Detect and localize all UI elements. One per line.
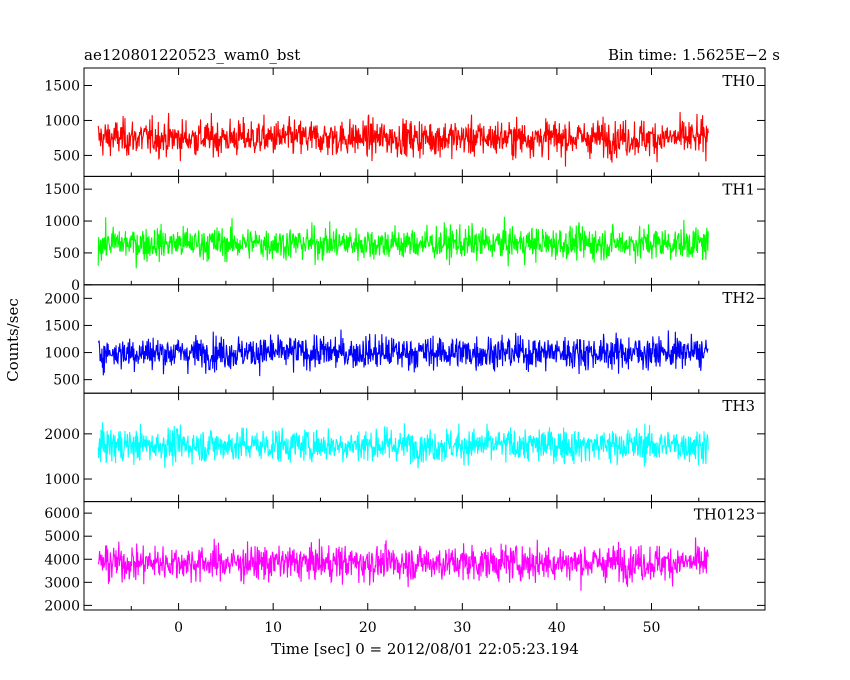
xtick-label: 40 — [548, 620, 566, 636]
y-axis-label: Counts/sec — [4, 298, 22, 382]
ytick-label: 4000 — [44, 552, 80, 568]
xtick-label: 50 — [643, 620, 661, 636]
ytick-label: 2000 — [44, 598, 80, 614]
ytick-label: 2000 — [44, 427, 80, 443]
figure-title: ae120801220523_wam0_bst — [84, 46, 300, 64]
x-axis-label: Time [sec] 0 = 2012/08/01 22:05:23.194 — [271, 640, 579, 658]
panel-frame-th1 — [83, 175, 766, 286]
ytick-label: 6000 — [44, 506, 80, 522]
panel-frame-th2 — [83, 284, 766, 394]
series-th3 — [97, 422, 709, 469]
panel-label-th1: TH1 — [722, 180, 755, 198]
ytick-label: 3000 — [44, 575, 80, 591]
ytick-label: 1000 — [44, 346, 80, 362]
series-th1 — [97, 216, 709, 269]
ytick-label: 5000 — [44, 529, 80, 545]
series-th0123 — [97, 537, 709, 591]
ytick-label: 1500 — [44, 78, 80, 94]
ytick-label: 2000 — [44, 291, 80, 307]
ytick-label: 500 — [53, 148, 80, 164]
xtick-label: 30 — [453, 620, 471, 636]
panel-frame-th0123 — [83, 501, 766, 611]
panel-label-th0: TH0 — [722, 72, 755, 90]
series-th2 — [97, 329, 709, 377]
xtick-label: 20 — [359, 620, 377, 636]
ytick-label: 1000 — [44, 113, 80, 129]
xtick-label: 10 — [264, 620, 282, 636]
ytick-label: 0 — [71, 278, 80, 294]
series-th0 — [97, 111, 709, 167]
xtick-label: 0 — [174, 620, 183, 636]
panel-label-th0123: TH0123 — [694, 506, 755, 524]
ytick-label: 1000 — [44, 214, 80, 230]
panel-label-th3: TH3 — [722, 397, 755, 415]
ytick-label: 500 — [53, 246, 80, 262]
ytick-label: 1500 — [44, 182, 80, 198]
bin-time-label: Bin time: 1.5625E−2 s — [608, 46, 780, 64]
ytick-label: 500 — [53, 373, 80, 389]
panel-label-th2: TH2 — [722, 289, 755, 307]
ytick-label: 1500 — [44, 318, 80, 334]
ytick-label: 1000 — [44, 472, 80, 488]
